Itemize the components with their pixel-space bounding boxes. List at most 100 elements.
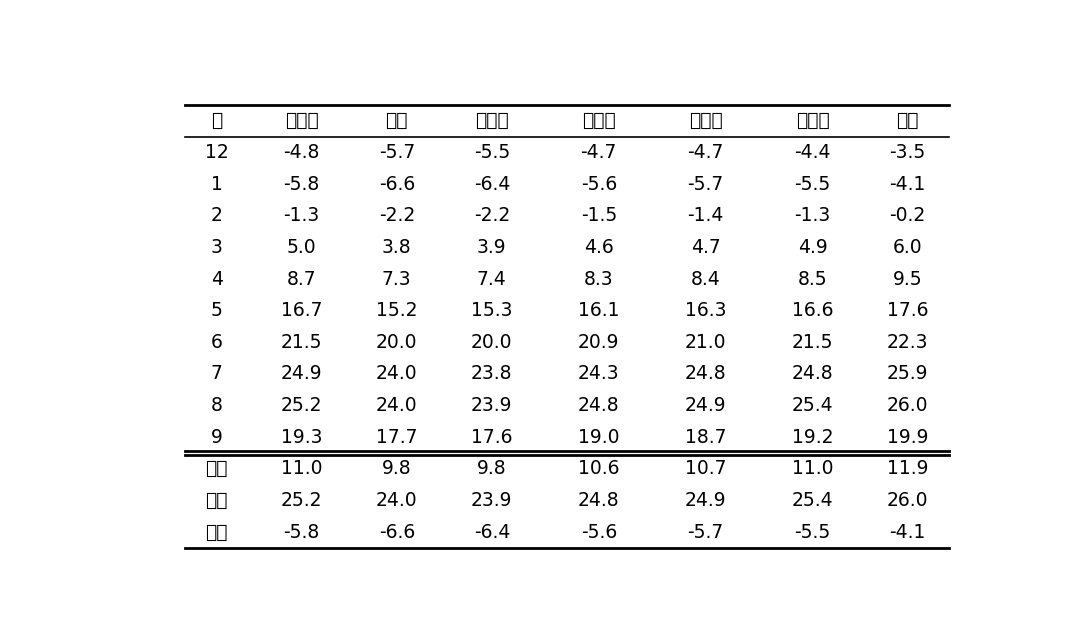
Text: -5.6: -5.6 bbox=[581, 523, 617, 542]
Text: 8.5: 8.5 bbox=[798, 269, 828, 289]
Text: 18.7: 18.7 bbox=[685, 428, 727, 447]
Text: 17.6: 17.6 bbox=[887, 301, 928, 320]
Text: 월: 월 bbox=[211, 111, 222, 130]
Text: -5.7: -5.7 bbox=[378, 143, 415, 162]
Text: 남면리: 남면리 bbox=[475, 111, 509, 130]
Text: 11.0: 11.0 bbox=[281, 459, 322, 478]
Text: 가송리: 가송리 bbox=[582, 111, 616, 130]
Text: 19.3: 19.3 bbox=[281, 428, 322, 447]
Text: 17.6: 17.6 bbox=[471, 428, 513, 447]
Text: -5.7: -5.7 bbox=[688, 523, 723, 542]
Text: 7.3: 7.3 bbox=[382, 269, 412, 289]
Text: 상리: 상리 bbox=[386, 111, 409, 130]
Text: 24.8: 24.8 bbox=[685, 365, 727, 384]
Text: 20.0: 20.0 bbox=[376, 333, 417, 352]
Text: -6.6: -6.6 bbox=[378, 174, 415, 193]
Text: 3.9: 3.9 bbox=[478, 238, 507, 257]
Text: 4: 4 bbox=[210, 269, 222, 289]
Text: -6.6: -6.6 bbox=[378, 523, 415, 542]
Text: 원청리: 원청리 bbox=[796, 111, 830, 130]
Text: 12: 12 bbox=[205, 143, 229, 162]
Text: 20.0: 20.0 bbox=[471, 333, 513, 352]
Text: 24.3: 24.3 bbox=[578, 365, 620, 384]
Text: 24.8: 24.8 bbox=[578, 491, 620, 510]
Text: -1.3: -1.3 bbox=[284, 206, 320, 225]
Text: 4.9: 4.9 bbox=[798, 238, 828, 257]
Text: 5: 5 bbox=[210, 301, 222, 320]
Text: -4.7: -4.7 bbox=[581, 143, 617, 162]
Text: 24.0: 24.0 bbox=[376, 491, 417, 510]
Text: -6.4: -6.4 bbox=[473, 523, 510, 542]
Text: 최저: 최저 bbox=[205, 523, 227, 542]
Text: 9.8: 9.8 bbox=[382, 459, 412, 478]
Text: 8.4: 8.4 bbox=[691, 269, 720, 289]
Text: 4.6: 4.6 bbox=[584, 238, 613, 257]
Text: 3.8: 3.8 bbox=[382, 238, 412, 257]
Text: 24.0: 24.0 bbox=[376, 365, 417, 384]
Text: 26.0: 26.0 bbox=[887, 396, 928, 415]
Text: -4.4: -4.4 bbox=[794, 143, 831, 162]
Text: 6.0: 6.0 bbox=[893, 238, 923, 257]
Text: 7.4: 7.4 bbox=[476, 269, 507, 289]
Text: 19.9: 19.9 bbox=[887, 428, 928, 447]
Text: 평균: 평균 bbox=[205, 459, 227, 478]
Text: 25.4: 25.4 bbox=[792, 491, 833, 510]
Text: 17.7: 17.7 bbox=[376, 428, 417, 447]
Text: 5.0: 5.0 bbox=[287, 238, 317, 257]
Text: 24.0: 24.0 bbox=[376, 396, 417, 415]
Text: 8.7: 8.7 bbox=[287, 269, 317, 289]
Text: 16.3: 16.3 bbox=[685, 301, 727, 320]
Text: 15.3: 15.3 bbox=[471, 301, 513, 320]
Text: 23.9: 23.9 bbox=[471, 491, 513, 510]
Text: 9: 9 bbox=[210, 428, 222, 447]
Text: 24.8: 24.8 bbox=[792, 365, 833, 384]
Text: 21.5: 21.5 bbox=[281, 333, 322, 352]
Text: -5.8: -5.8 bbox=[284, 174, 320, 193]
Text: 9.5: 9.5 bbox=[893, 269, 923, 289]
Text: 23.9: 23.9 bbox=[471, 396, 513, 415]
Text: -2.2: -2.2 bbox=[378, 206, 415, 225]
Text: 11.9: 11.9 bbox=[887, 459, 928, 478]
Text: 7: 7 bbox=[210, 365, 222, 384]
Text: -4.1: -4.1 bbox=[889, 174, 926, 193]
Text: 25.4: 25.4 bbox=[792, 396, 833, 415]
Text: 10.6: 10.6 bbox=[578, 459, 620, 478]
Text: -0.2: -0.2 bbox=[889, 206, 926, 225]
Text: 2: 2 bbox=[210, 206, 222, 225]
Text: 옥동: 옥동 bbox=[897, 111, 918, 130]
Text: 15.2: 15.2 bbox=[376, 301, 417, 320]
Text: 21.0: 21.0 bbox=[685, 333, 727, 352]
Text: 25.2: 25.2 bbox=[281, 396, 322, 415]
Text: -2.2: -2.2 bbox=[473, 206, 510, 225]
Text: 16.6: 16.6 bbox=[792, 301, 833, 320]
Text: -3.5: -3.5 bbox=[889, 143, 926, 162]
Text: -5.5: -5.5 bbox=[794, 174, 831, 193]
Text: 1: 1 bbox=[210, 174, 222, 193]
Text: 최대: 최대 bbox=[205, 491, 227, 510]
Text: -5.8: -5.8 bbox=[284, 523, 320, 542]
Text: 19.2: 19.2 bbox=[792, 428, 833, 447]
Text: -5.5: -5.5 bbox=[473, 143, 510, 162]
Text: 8: 8 bbox=[210, 396, 222, 415]
Text: 24.9: 24.9 bbox=[281, 365, 322, 384]
Text: 23.8: 23.8 bbox=[471, 365, 513, 384]
Text: 3: 3 bbox=[210, 238, 222, 257]
Text: -1.3: -1.3 bbox=[794, 206, 831, 225]
Text: 4.7: 4.7 bbox=[691, 238, 720, 257]
Text: 24.9: 24.9 bbox=[685, 396, 727, 415]
Text: -1.5: -1.5 bbox=[581, 206, 617, 225]
Text: 10.7: 10.7 bbox=[685, 459, 727, 478]
Text: 풍호리: 풍호리 bbox=[689, 111, 722, 130]
Text: -4.8: -4.8 bbox=[284, 143, 320, 162]
Text: 25.9: 25.9 bbox=[887, 365, 928, 384]
Text: 11.0: 11.0 bbox=[792, 459, 833, 478]
Text: -4.7: -4.7 bbox=[688, 143, 724, 162]
Text: -5.5: -5.5 bbox=[794, 523, 831, 542]
Text: 25.2: 25.2 bbox=[281, 491, 322, 510]
Text: 19.0: 19.0 bbox=[578, 428, 620, 447]
Text: -1.4: -1.4 bbox=[688, 206, 724, 225]
Text: 도청리: 도청리 bbox=[285, 111, 319, 130]
Text: -4.1: -4.1 bbox=[889, 523, 926, 542]
Text: 22.3: 22.3 bbox=[887, 333, 928, 352]
Text: 6: 6 bbox=[210, 333, 222, 352]
